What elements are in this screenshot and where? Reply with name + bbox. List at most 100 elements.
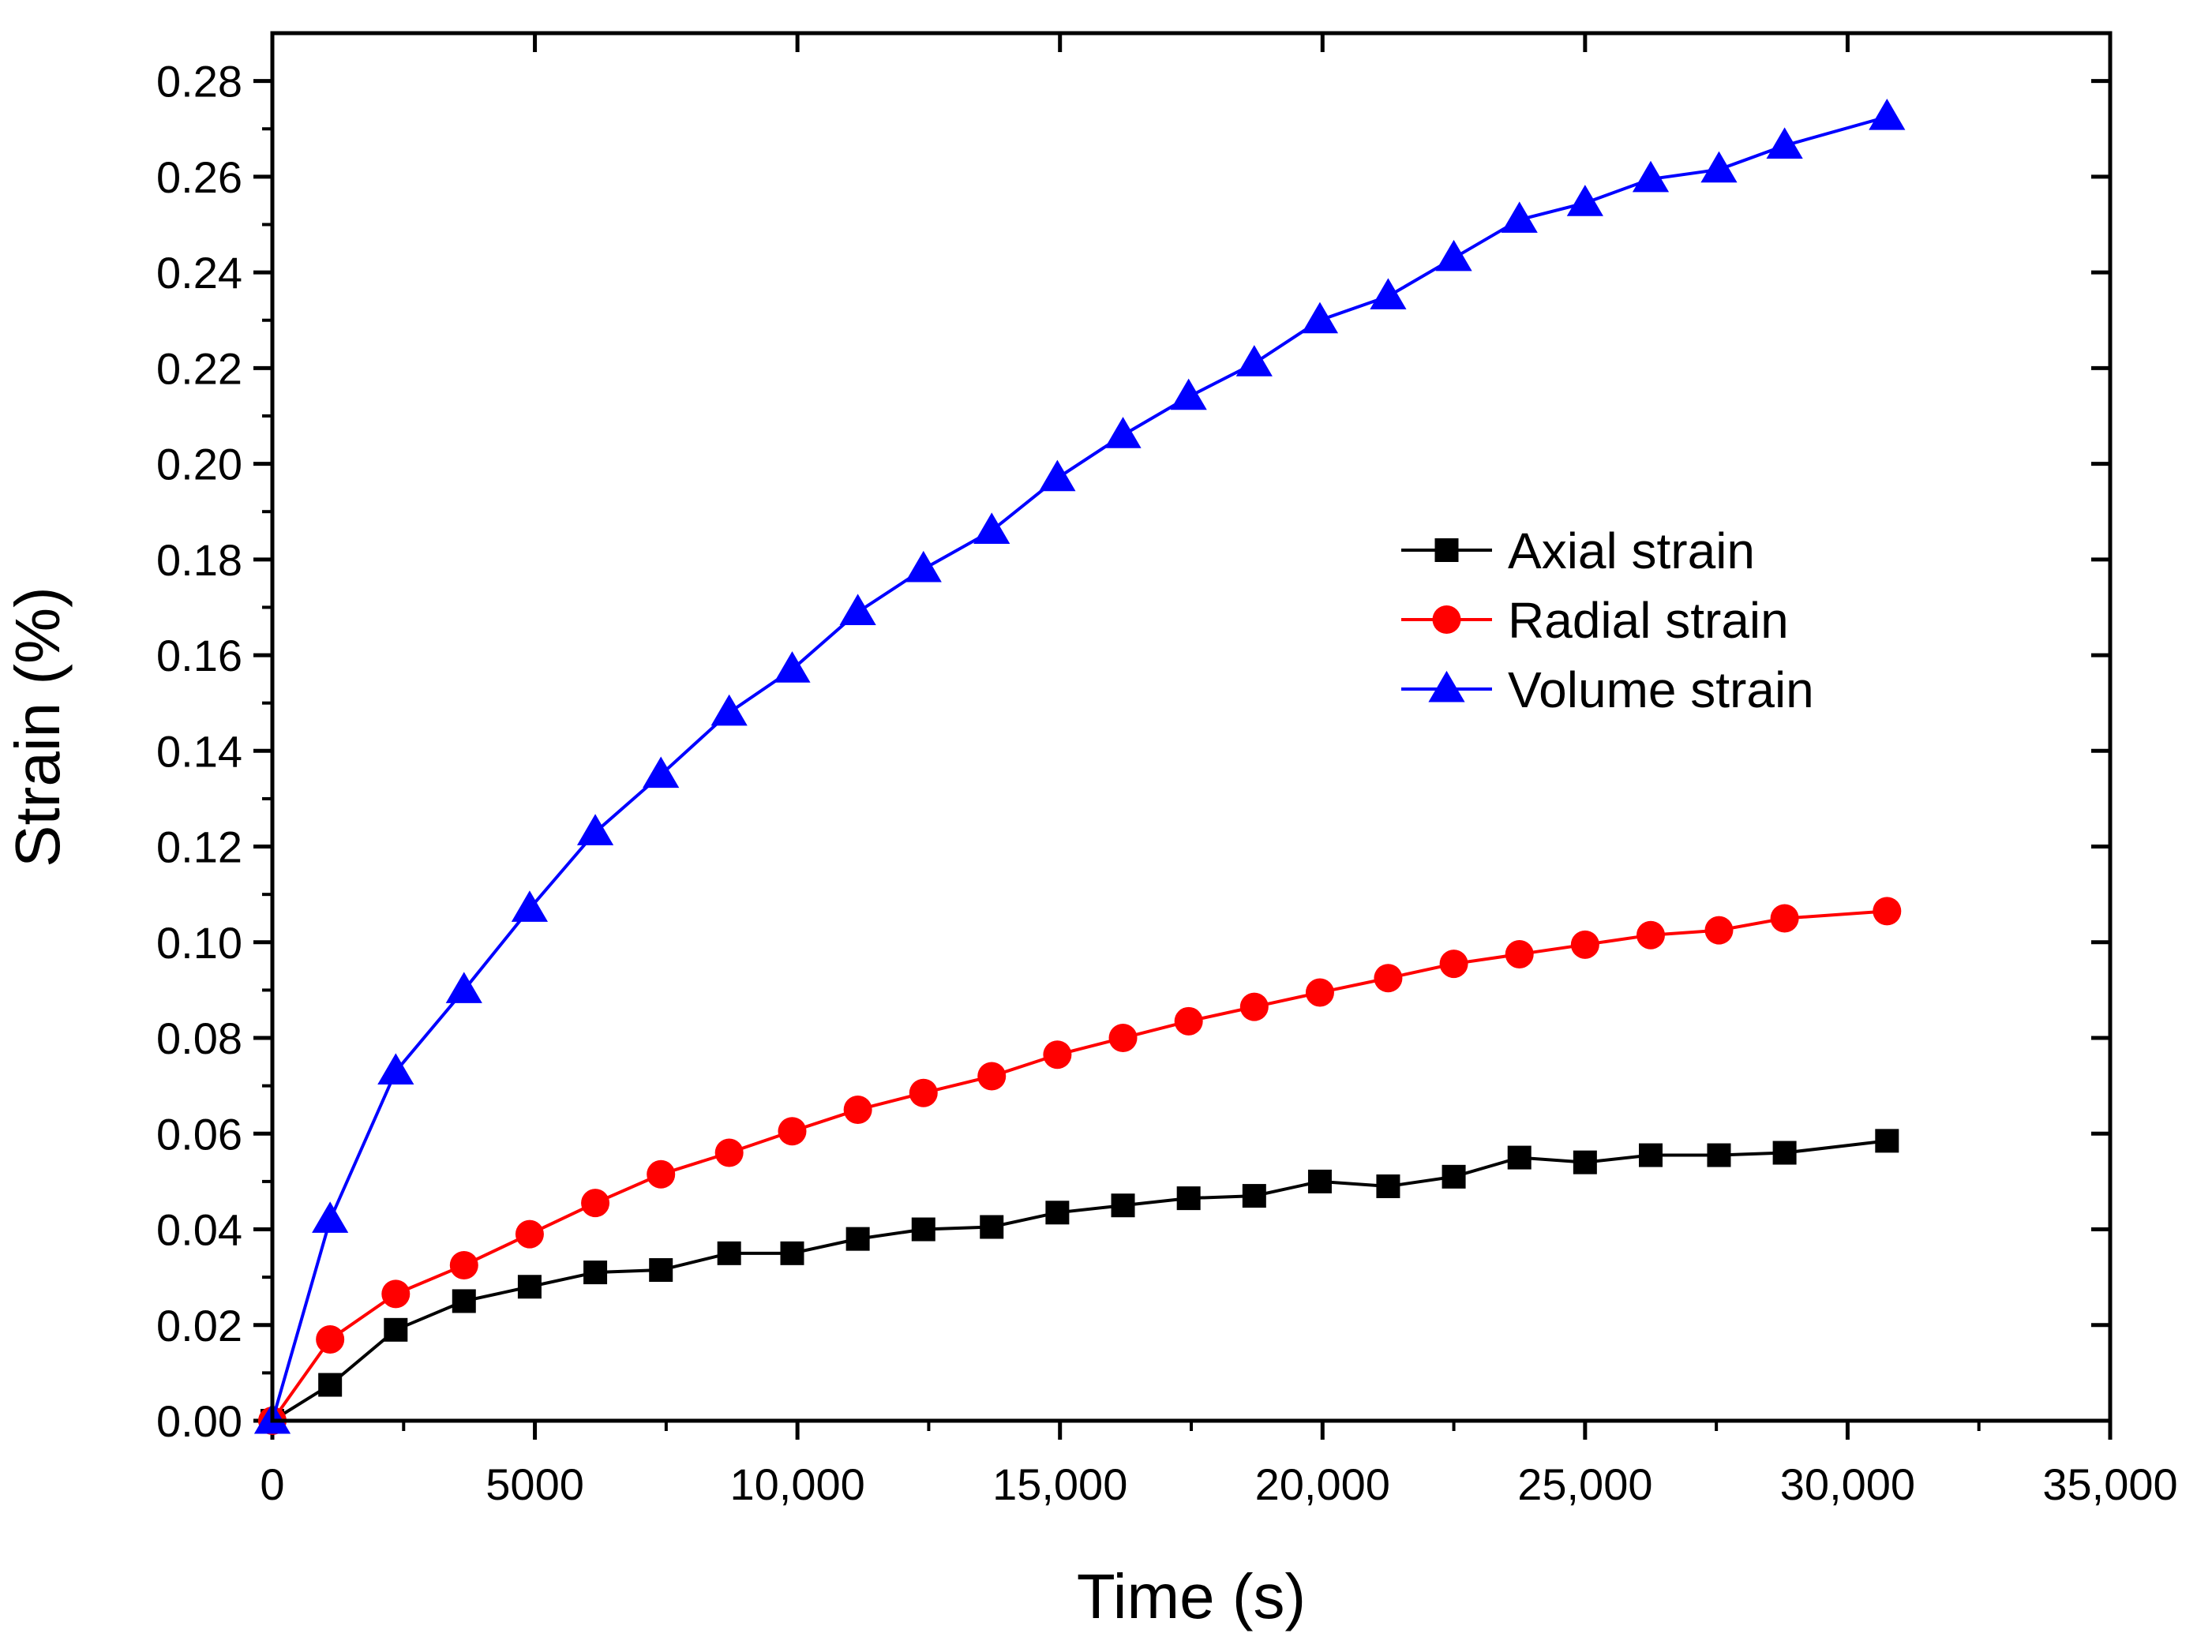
series-layer [253, 98, 1906, 1435]
volume-strain-point [774, 651, 811, 683]
radial-strain-point [977, 1062, 1007, 1091]
radial-strain-point [1239, 992, 1269, 1021]
volume-strain-point [1766, 127, 1803, 159]
radial-strain-point [515, 1219, 544, 1249]
x-tick-label: 0 [260, 1459, 284, 1509]
axial-strain-point [1242, 1184, 1266, 1208]
radial-strain-point [1873, 897, 1902, 926]
radial-strain-point [647, 1159, 676, 1189]
radial-strain-point [1704, 916, 1734, 945]
y-tick-label: 0.24 [156, 248, 242, 298]
y-tick-label: 0.12 [156, 822, 242, 872]
x-tick-label: 10,000 [730, 1459, 865, 1509]
legend-label: Volume strain [1508, 661, 1814, 718]
volume-strain-point [445, 972, 482, 1003]
volume-strain-point [377, 1053, 414, 1084]
legend-item-volume-strain: Volume strain [1401, 661, 1814, 718]
axial-strain-point [717, 1241, 741, 1265]
radial-strain-point [843, 1095, 872, 1124]
y-tick-label: 0.28 [156, 57, 242, 107]
radial-strain-point [714, 1138, 744, 1167]
y-tick-label: 0.26 [156, 152, 242, 202]
axial-strain-point [1376, 1174, 1400, 1198]
volume-strain-point [1370, 278, 1407, 309]
y-tick-label: 0.14 [156, 726, 242, 776]
volume-strain-point [905, 550, 942, 583]
y-tick-label: 0.00 [156, 1396, 242, 1446]
x-tick-label: 15,000 [992, 1459, 1127, 1509]
volume-strain-point [1104, 417, 1142, 448]
axial-strain-point [911, 1217, 935, 1242]
axial-strain-point [318, 1373, 343, 1397]
axial-strain-point [1111, 1193, 1135, 1218]
axial-strain-point [1772, 1141, 1797, 1165]
volume-strain-point [1435, 239, 1472, 272]
volume-strain-point [1170, 378, 1207, 410]
volume-strain-point [1632, 160, 1670, 193]
axial-strain-point [1045, 1201, 1070, 1225]
axial-strain-point [980, 1215, 1004, 1239]
axial-strain-point [1573, 1150, 1597, 1174]
radial-strain-point [1374, 964, 1403, 993]
volume-strain-point [511, 890, 549, 922]
x-tick-label: 30,000 [1780, 1459, 1915, 1509]
plot-frame [270, 31, 2113, 1423]
volume-strain-point [839, 594, 876, 626]
x-tick-label: 25,000 [1517, 1459, 1652, 1509]
y-axis-title: Strain (%) [2, 586, 73, 867]
axial-strain-point [845, 1227, 870, 1251]
axis-tick-labels: 0 5000 10,000 15,000 20,000 25,000 30,000 35,00… [156, 57, 2178, 1509]
volume-strain-point [1235, 345, 1273, 376]
legend-marker [1434, 538, 1459, 562]
radial-strain-point [449, 1250, 478, 1279]
radial-strain-point [1505, 939, 1534, 968]
y-tick-label: 0.06 [156, 1109, 242, 1159]
axial-strain-point [1875, 1129, 1899, 1153]
volume-strain-point [1301, 302, 1339, 334]
y-tick-label: 0.10 [156, 918, 242, 968]
axial-strain-point [1707, 1143, 1731, 1167]
axial-strain-point [517, 1275, 542, 1299]
axial-strain-point [1507, 1145, 1532, 1170]
axial-strain-point [452, 1289, 476, 1313]
radial-strain-point [1770, 904, 1799, 933]
y-tick-label: 0.04 [156, 1205, 242, 1255]
y-tick-label: 0.22 [156, 343, 242, 393]
series-volume-strain [253, 98, 1906, 1434]
radial-strain-point [316, 1324, 345, 1354]
y-tick-label: 0.16 [156, 631, 242, 680]
y-tick-label: 0.02 [156, 1301, 242, 1350]
radial-strain-point [1637, 920, 1665, 950]
legend-label: Axial strain [1508, 523, 1755, 579]
y-tick-label: 0.08 [156, 1013, 242, 1063]
y-tick-label: 0.20 [156, 440, 242, 489]
volume-strain-point [973, 512, 1010, 544]
radial-strain-point [909, 1078, 938, 1107]
x-tick-label: 35,000 [2042, 1459, 2177, 1509]
axial-strain-point [1639, 1143, 1663, 1167]
legend-marker [1432, 605, 1461, 634]
y-tick-label: 0.18 [156, 535, 242, 585]
radial-strain-point [1439, 950, 1468, 979]
volume-strain-point [1566, 185, 1603, 216]
radial-strain-point [1174, 1006, 1203, 1036]
x-tick-label: 20,000 [1255, 1459, 1390, 1509]
volume-strain-point [710, 694, 748, 726]
radial-strain-point [581, 1189, 610, 1218]
axial-strain-point [649, 1258, 673, 1283]
volume-strain-point [312, 1201, 349, 1233]
radial-strain-point [1305, 978, 1334, 1007]
volume-strain-point [576, 814, 614, 845]
legend-item-axial-strain: Axial strain [1401, 523, 1755, 579]
volume-strain-point [1700, 151, 1738, 183]
volume-strain-point [1869, 98, 1906, 130]
axial-strain-point [1442, 1164, 1466, 1189]
axial-strain-point [1176, 1186, 1201, 1211]
radial-strain-point [1108, 1024, 1138, 1053]
legend-item-radial-strain: Radial strain [1401, 592, 1789, 649]
legend-label: Radial strain [1508, 592, 1789, 649]
axial-strain-point [1307, 1169, 1332, 1193]
volume-strain-point [643, 756, 680, 789]
